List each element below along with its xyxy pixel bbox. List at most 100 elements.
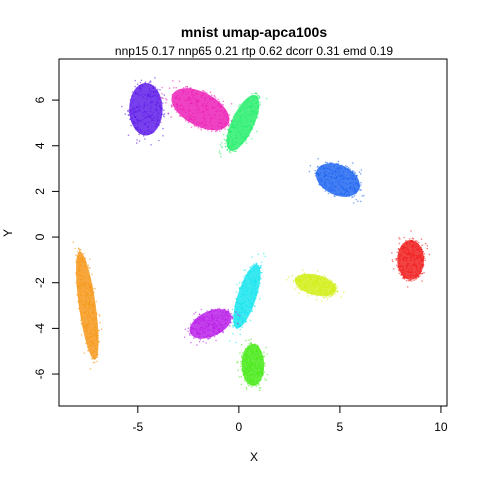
data-point xyxy=(91,273,93,276)
data-point xyxy=(418,263,421,265)
data-point xyxy=(245,140,247,142)
data-point xyxy=(346,188,348,191)
data-point xyxy=(94,288,97,290)
data-point xyxy=(324,276,327,279)
data-point xyxy=(421,259,423,262)
data-point xyxy=(186,85,189,88)
data-point xyxy=(184,111,187,114)
data-point xyxy=(257,286,259,288)
data-point xyxy=(231,324,234,327)
data-point xyxy=(326,167,328,170)
data-point xyxy=(259,375,261,377)
data-point xyxy=(96,353,98,355)
cluster-0 xyxy=(121,77,170,146)
data-point xyxy=(187,97,189,100)
data-point xyxy=(203,97,206,99)
data-point xyxy=(131,101,134,103)
data-point xyxy=(98,341,101,343)
data-point xyxy=(358,185,361,187)
data-point xyxy=(249,100,252,102)
data-point xyxy=(129,99,132,101)
data-point xyxy=(399,238,401,240)
data-point xyxy=(237,308,239,310)
data-point xyxy=(401,268,404,271)
data-point xyxy=(135,128,137,130)
data-point xyxy=(250,279,253,282)
data-point xyxy=(229,152,232,154)
data-point xyxy=(211,106,214,109)
data-point xyxy=(247,377,249,380)
data-point xyxy=(315,171,318,174)
data-point xyxy=(246,374,249,376)
data-point xyxy=(223,123,226,125)
data-point xyxy=(237,313,239,316)
data-point xyxy=(256,380,258,383)
data-point xyxy=(398,242,401,245)
data-point xyxy=(242,293,244,296)
y-tick-label: 6 xyxy=(33,96,47,103)
data-point xyxy=(242,359,244,361)
data-point xyxy=(229,136,232,138)
data-point xyxy=(140,79,143,82)
data-point xyxy=(85,299,88,301)
data-point xyxy=(243,377,246,380)
data-point xyxy=(207,315,209,318)
data-point xyxy=(224,142,226,145)
data-point xyxy=(183,109,185,111)
data-point xyxy=(156,98,158,100)
data-point xyxy=(187,91,190,93)
chart-subtitle: nnp15 0.17 nnp65 0.21 rtp 0.62 dcorr 0.3… xyxy=(115,44,394,58)
data-point xyxy=(251,289,253,292)
data-point xyxy=(333,195,336,197)
points-layer xyxy=(72,77,431,392)
data-point xyxy=(176,109,179,111)
data-point xyxy=(246,113,248,116)
data-point xyxy=(89,285,92,287)
data-point xyxy=(74,247,76,250)
data-point xyxy=(190,118,193,120)
data-point xyxy=(318,184,321,186)
data-point xyxy=(227,145,229,148)
data-point xyxy=(407,249,410,251)
data-point xyxy=(243,100,246,103)
data-point xyxy=(159,89,161,91)
data-point xyxy=(319,287,321,290)
data-point xyxy=(341,175,344,177)
data-point xyxy=(241,140,244,143)
data-point xyxy=(79,278,81,281)
data-point xyxy=(197,127,200,129)
data-point xyxy=(250,292,253,295)
data-point xyxy=(76,255,79,257)
data-point xyxy=(174,108,176,111)
data-point xyxy=(197,109,199,111)
data-point xyxy=(216,309,219,312)
data-point xyxy=(212,327,214,329)
data-point xyxy=(323,167,326,170)
data-point xyxy=(95,333,97,335)
data-point xyxy=(247,271,249,274)
data-point xyxy=(342,171,345,174)
data-point xyxy=(189,118,191,120)
data-point xyxy=(249,272,251,275)
data-point xyxy=(143,114,145,117)
cluster-core xyxy=(189,309,232,339)
data-point xyxy=(239,130,242,133)
data-point xyxy=(146,94,148,97)
data-point xyxy=(225,122,228,124)
data-point xyxy=(192,102,195,104)
data-point xyxy=(83,252,85,255)
data-point xyxy=(250,119,252,122)
data-point xyxy=(240,108,242,111)
data-point xyxy=(79,275,82,277)
data-point xyxy=(235,307,238,309)
data-point xyxy=(314,275,316,278)
data-point xyxy=(335,177,338,179)
data-point xyxy=(191,96,194,98)
data-point xyxy=(324,190,327,192)
data-point xyxy=(355,198,358,201)
data-point xyxy=(207,113,209,115)
data-point xyxy=(240,375,242,378)
data-point xyxy=(247,345,249,347)
data-point xyxy=(248,365,251,368)
data-point xyxy=(344,168,347,170)
